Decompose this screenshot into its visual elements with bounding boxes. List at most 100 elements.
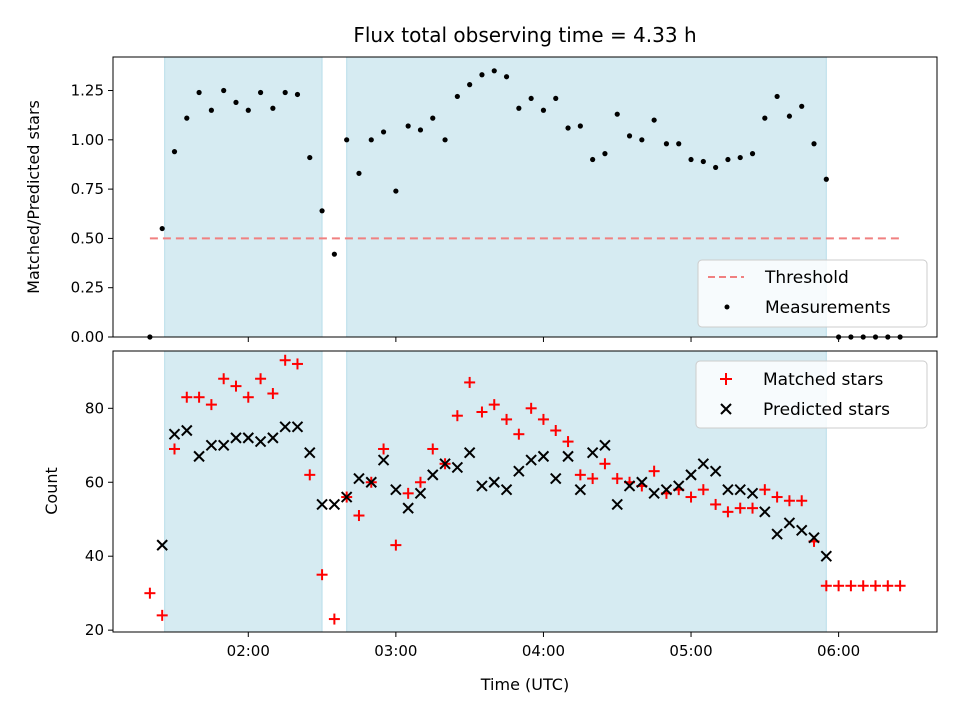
- predicted-star-point: [328, 498, 341, 511]
- predicted-legend-swatch: [720, 403, 732, 415]
- measurement-point: [590, 156, 596, 163]
- x-tick-label: 02:00: [227, 642, 270, 660]
- y-tick-label: 0.75: [71, 180, 104, 198]
- threshold-legend-label: Threshold: [764, 268, 849, 288]
- matched-legend-swatch: [720, 373, 732, 385]
- y-tick-label: 0.25: [71, 279, 104, 297]
- matched-star-point: [882, 580, 894, 592]
- matched-star-point: [648, 465, 660, 477]
- predicted-star-point: [611, 498, 623, 511]
- predicted-star-point: [476, 480, 488, 492]
- measurement-point: [208, 107, 214, 113]
- y-tick-label: 20: [85, 621, 104, 639]
- top-x-ticks: [247, 337, 840, 342]
- predicted-star-point: [796, 524, 808, 537]
- predicted-star-point: [722, 483, 734, 496]
- predicted-star-point: [230, 432, 242, 444]
- measurement-point: [663, 141, 670, 147]
- predicted-star-point: [193, 450, 205, 463]
- bottom-y-ticks: 20 40 60 80: [85, 399, 113, 639]
- measurement-point: [614, 111, 620, 117]
- y-tick-label: 1.25: [71, 82, 104, 100]
- measurement-point: [762, 115, 768, 121]
- measurement-point: [786, 113, 793, 119]
- measurement-point: [307, 154, 313, 161]
- observing-window: [164, 56, 323, 338]
- top-y-axis-label: Matched/Predicted stars: [24, 100, 43, 294]
- measurement-point: [540, 107, 547, 113]
- y-tick-label: 0.00: [71, 328, 104, 346]
- top-y-ticks: 0.00 0.25 0.50 0.75 1.00 1.25: [71, 82, 113, 346]
- predicted-star-point: [205, 439, 218, 451]
- measurement-point: [799, 103, 805, 109]
- predicted-star-point: [525, 454, 537, 466]
- predicted-star-point: [623, 480, 636, 492]
- measurement-point: [319, 208, 325, 214]
- measurements-legend-swatch: [724, 304, 730, 310]
- measurement-point: [749, 151, 756, 157]
- top-chart-title: Flux total observing time = 4.33 h: [353, 23, 696, 47]
- measurement-point: [479, 72, 485, 78]
- matched-star-point: [378, 443, 390, 455]
- x-tick-label: 05:00: [669, 642, 712, 660]
- y-tick-label: 0.50: [71, 229, 104, 247]
- matched-star-point: [894, 580, 906, 592]
- predicted-star-point: [636, 476, 648, 488]
- predicted-star-point: [660, 483, 673, 496]
- measurement-point: [442, 137, 448, 143]
- matched-star-point: [255, 373, 267, 385]
- measurement-point: [405, 123, 411, 129]
- predicted-star-point: [402, 502, 414, 514]
- predicted-star-point: [353, 472, 365, 485]
- observing-window: [164, 350, 323, 633]
- matched-star-point: [501, 413, 513, 425]
- matched-star-point: [771, 491, 783, 503]
- measurement-point: [171, 149, 178, 155]
- predicted-star-point: [427, 469, 439, 481]
- matched-star-point: [230, 380, 242, 392]
- measurement-point: [184, 115, 190, 121]
- matched-star-point: [722, 506, 734, 518]
- matched-star-point: [710, 498, 722, 510]
- matched-star-point: [783, 495, 795, 507]
- predicted-star-point: [365, 476, 377, 488]
- measurement-point: [713, 164, 719, 171]
- matched-star-point: [414, 476, 426, 488]
- predicted-star-point: [304, 446, 316, 459]
- measurement-point: [356, 170, 362, 176]
- measurement-point: [344, 137, 350, 143]
- measurement-point: [282, 89, 288, 96]
- measurement-point: [454, 93, 460, 100]
- predicted-star-point: [586, 446, 599, 459]
- predicted-star-point: [746, 487, 759, 500]
- predicted-star-point: [156, 539, 168, 551]
- predicted-star-point: [488, 476, 500, 488]
- predicted-star-point: [451, 461, 464, 474]
- measurement-point: [467, 82, 473, 88]
- measurement-point: [270, 105, 276, 111]
- matched-star-point: [316, 569, 328, 581]
- measurement-point: [639, 137, 645, 143]
- predicted-star-point: [562, 450, 574, 463]
- matched-star-point: [525, 402, 537, 414]
- predicted-star-point: [709, 465, 722, 477]
- predicted-star-point: [734, 483, 746, 496]
- matched-star-point: [156, 609, 168, 621]
- measurement-point: [528, 95, 534, 102]
- matched-star-point: [870, 580, 882, 592]
- matched-star-point: [144, 587, 156, 599]
- predicted-star-point: [414, 487, 427, 500]
- matched-star-point: [218, 373, 230, 385]
- x-tick-label: 06:00: [817, 642, 860, 660]
- predicted-star-point: [808, 532, 820, 544]
- measurement-point: [430, 115, 436, 121]
- measurement-point: [331, 251, 337, 257]
- matched-star-point: [734, 502, 746, 514]
- matched-star-point: [759, 484, 771, 496]
- x-tick-label: 04:00: [522, 642, 565, 660]
- predicted-star-point: [181, 424, 193, 437]
- predicted-star-point: [217, 439, 230, 451]
- bottom-panel: 20 40 60 80 02:00 03:00 04:00 05:00 06:00 Time …: [42, 350, 938, 694]
- measurement-point: [233, 99, 239, 105]
- predicted-star-point: [537, 450, 550, 463]
